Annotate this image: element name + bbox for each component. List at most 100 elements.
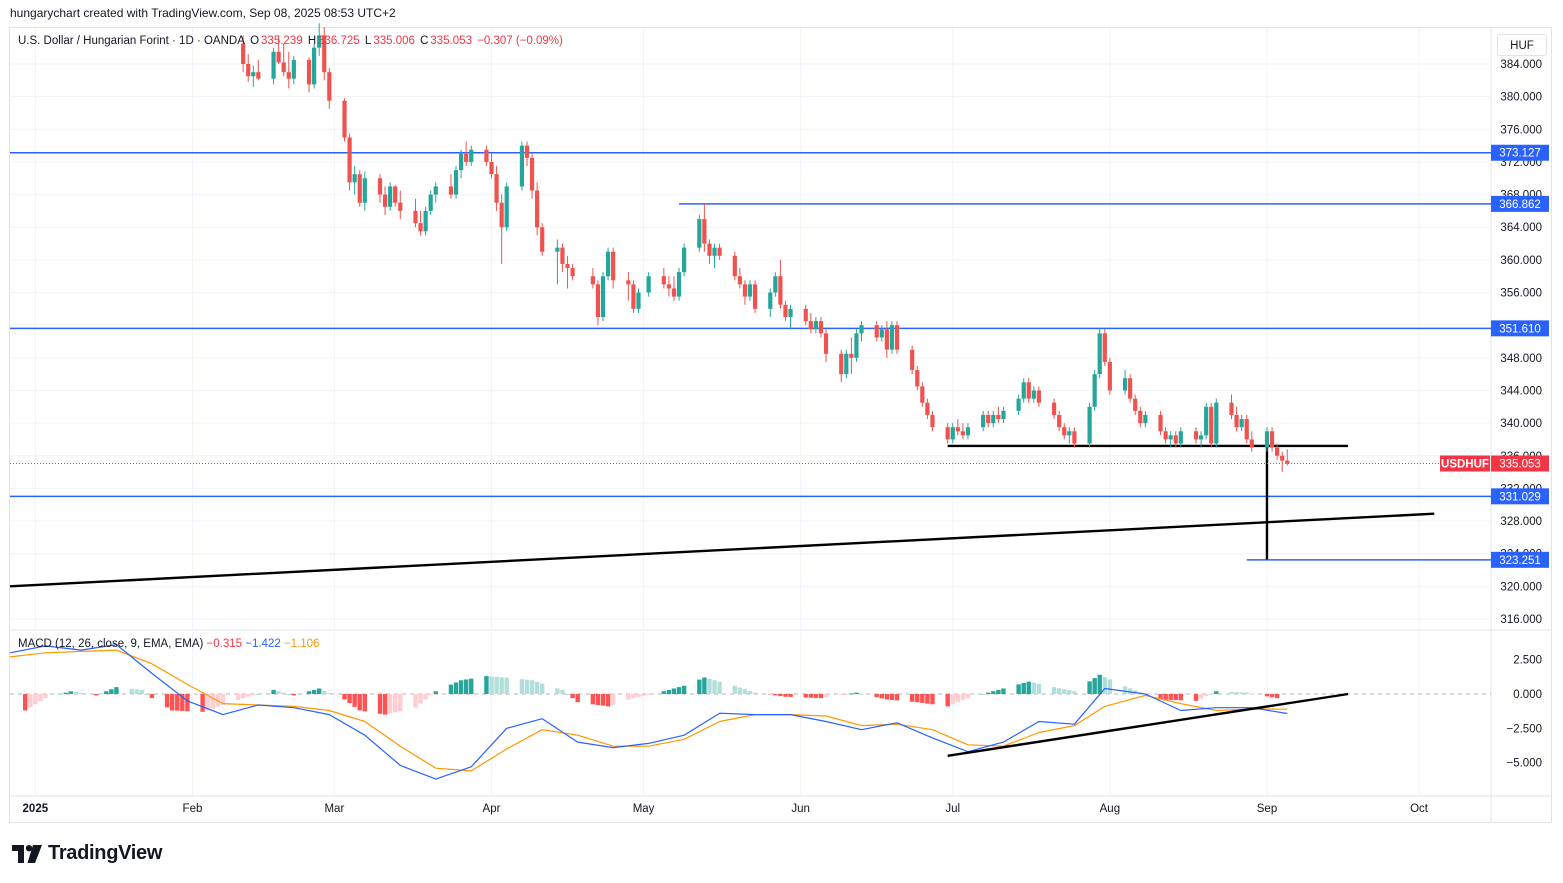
macd-histogram-bar [752, 692, 758, 694]
candle-body [682, 247, 687, 273]
macd-histogram-bar [697, 679, 702, 694]
candle-body [666, 284, 672, 289]
macd-histogram-bar [1274, 694, 1280, 699]
candle-body [246, 64, 251, 77]
candle-body [312, 47, 317, 85]
candle-body [590, 276, 595, 285]
macd-histogram-bar [590, 694, 596, 705]
open-label: O [250, 35, 260, 47]
candle-body [1214, 402, 1219, 444]
candle-body [524, 145, 530, 158]
candle-body [291, 59, 296, 79]
chart-header-note: hungarychart created with TradingView.co… [10, 6, 396, 20]
candle-body [398, 202, 403, 211]
macd-line [9, 643, 1288, 780]
x-tick-label: 2025 [23, 803, 49, 815]
candle-body [803, 308, 808, 322]
candle-body [986, 414, 991, 424]
candle-body [1249, 439, 1254, 448]
tradingview-logo[interactable]: TradingView [12, 842, 162, 865]
macd-histogram-bar [909, 694, 915, 702]
macd-histogram-bar [210, 694, 215, 709]
macd-histogram-bar [671, 688, 677, 694]
macd-histogram-bar [362, 694, 367, 712]
macd-histogram-bar [322, 690, 327, 694]
candle-body [605, 251, 611, 277]
macd-histogram-bar [33, 694, 38, 705]
macd-histogram-bar [169, 694, 175, 711]
candle-body [342, 100, 347, 138]
y-tick-label: 316.000 [1500, 614, 1542, 626]
candle-body [570, 268, 575, 277]
candle-body [1097, 333, 1102, 375]
macd-histogram-bar [1198, 694, 1204, 699]
macd-histogram-bar [534, 681, 540, 694]
candle-body [717, 247, 722, 256]
candle-body [504, 186, 509, 228]
macd-histogram-bar [1016, 684, 1021, 694]
candle-body [960, 431, 965, 436]
macd-histogram-bar [448, 684, 454, 694]
macd-histogram-bar [316, 688, 322, 694]
candle-body [1128, 378, 1133, 399]
candle-body [388, 186, 393, 207]
candle-body [357, 174, 362, 203]
macd-histogram-bar [560, 689, 565, 694]
macd-histogram-bar [889, 694, 895, 700]
macd-histogram-bar [524, 679, 530, 694]
macd-histogram-bar [200, 694, 205, 712]
symbol-label[interactable]: U.S. Dollar / Hungarian Forint · 1D · OA… [18, 35, 245, 47]
macd-histogram-bar [109, 689, 114, 694]
macd-histogram-bar [1031, 682, 1037, 694]
macd-histogram-bar [930, 694, 935, 705]
macd-histogram-bar [605, 694, 611, 707]
macd-histogram-bar [1264, 694, 1270, 697]
candle-body [768, 292, 773, 309]
last-price-label: 335.053 [1499, 458, 1541, 470]
macd-histogram-bar [925, 694, 930, 704]
macd-histogram-bar [342, 694, 347, 700]
candle-body [920, 386, 925, 403]
macd-histogram-bar [1107, 679, 1113, 694]
macd-histogram-bar [950, 694, 955, 705]
candle-body [778, 276, 783, 305]
candle-body [1067, 431, 1072, 436]
low-value: 335.006 [373, 35, 415, 47]
macd-histogram-bar [631, 694, 636, 699]
candle-body [676, 272, 682, 297]
candle-body [1138, 410, 1143, 424]
candle-body [808, 321, 813, 330]
change-value: −0.307 (−0.09%) [477, 35, 563, 47]
candle-body [1163, 431, 1168, 440]
macd-histogram-bar [175, 694, 180, 711]
candle-body [849, 353, 854, 358]
macd-histogram-bar [884, 694, 890, 700]
macd-histogram-bar [68, 691, 74, 694]
candle-body [595, 284, 601, 318]
macd-histogram-bar [1056, 688, 1062, 694]
candle-body [1244, 419, 1249, 440]
y-tick-label: 344.000 [1500, 385, 1542, 397]
candle-body [773, 276, 778, 293]
macd-histogram-bar [1163, 694, 1168, 700]
candle-body [1269, 431, 1275, 448]
macd-histogram-bar [1067, 690, 1072, 694]
candle-body [1102, 333, 1107, 362]
macd-title[interactable]: MACD (12, 26, close, 9, EMA, EMA) [18, 638, 204, 650]
candle-body [418, 223, 423, 232]
macd-histogram-bar [783, 694, 788, 697]
macd-histogram-bar [955, 694, 961, 703]
y-tick-label: 376.000 [1500, 124, 1542, 136]
candle-body [555, 247, 560, 252]
level-price-tag [1491, 320, 1549, 337]
candle-body [712, 247, 717, 256]
macd-histogram-bar [129, 688, 134, 694]
x-tick-label: Feb [183, 803, 203, 815]
macd-histogram-bar [859, 693, 864, 695]
macd-histogram-bar [99, 693, 104, 695]
macd-histogram-bar [849, 693, 854, 695]
currency-button[interactable]: HUF [1497, 34, 1547, 56]
candle-body [1239, 419, 1244, 428]
candle-body [981, 414, 986, 428]
